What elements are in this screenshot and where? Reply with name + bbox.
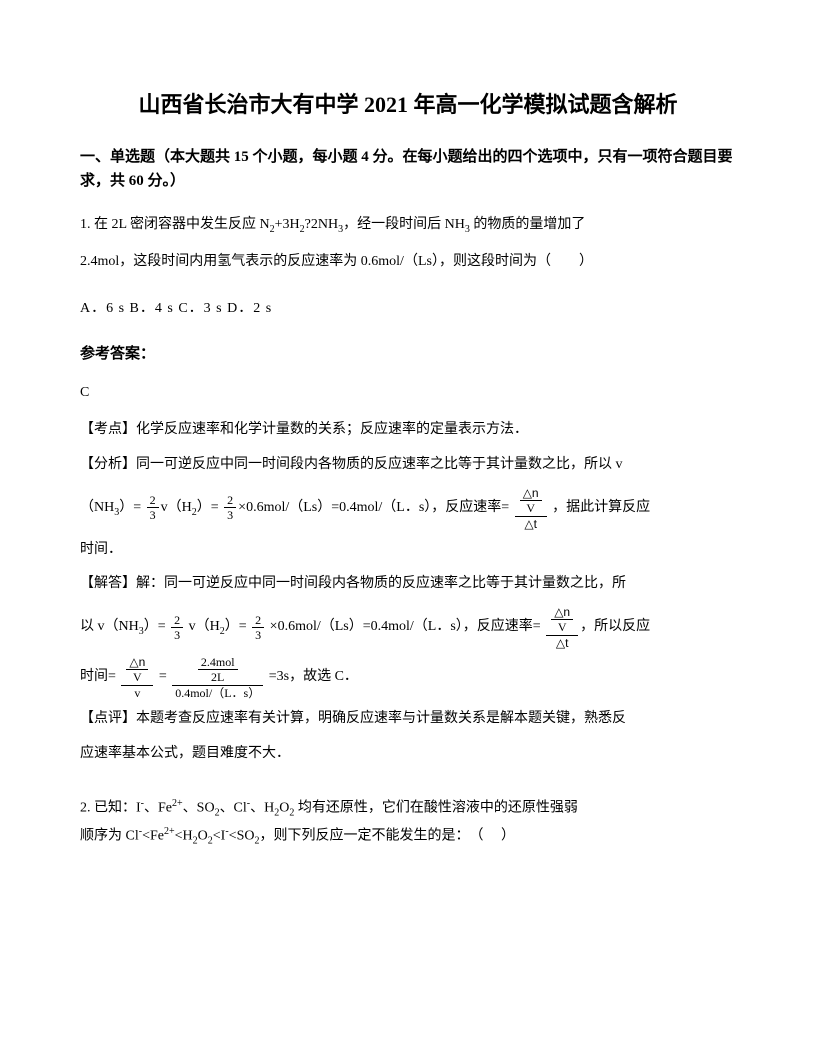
question-2: 2. 已知：I-、Fe2+、SO2、Cl-、H2O2 均有还原性，它们在酸性溶液… xyxy=(80,794,736,851)
explanation: 【考点】化学反应速率和化学计量数的关系；反应速率的定量表示方法． 【分析】同一可… xyxy=(80,415,736,770)
formula-line-1: （NH3）= 23v（H2）= 23×0.6mol/（Ls）=0.4mol/（L… xyxy=(80,485,736,531)
document-title: 山西省长治市大有中学 2021 年高一化学模拟试题含解析 xyxy=(80,90,736,121)
dianping-1: 【点评】本题考查反应速率有关计算，明确反应速率与计量数关系是解本题关键，熟悉反 xyxy=(80,704,736,735)
jieda: 【解答】解：同一可逆反应中同一时间段内各物质的反应速率之比等于其计量数之比，所 xyxy=(80,569,736,600)
question-1-line2: 2.4mol，这段时间内用氢气表示的反应速率为 0.6mol/（Ls），则这段时… xyxy=(80,248,736,276)
formula-1-end: 时间． xyxy=(80,535,736,566)
formula-line-3: 时间= △nVv = 2.4mol2L0.4mol/（L．s） =3s，故选 C… xyxy=(80,654,736,700)
answer-letter: C xyxy=(80,380,736,405)
fenxi: 【分析】同一可逆反应中同一时间段内各物质的反应速率之比等于其计量数之比，所以 v xyxy=(80,450,736,481)
answer-label: 参考答案： xyxy=(80,341,736,368)
dianping-2: 应速率基本公式，题目难度不大． xyxy=(80,739,736,770)
question-2-line2: 顺序为 Cl-<Fe2+<H2O2<I-<SO2，则下列反应一定不能发生的是： … xyxy=(80,822,736,850)
question-1: 1. 在 2L 密闭容器中发生反应 N2+3H2?2NH3，经一段时间后 NH3… xyxy=(80,211,736,240)
formula-line-2: 以 v（NH3）= 23 v（H2）= 23 ×0.6mol/（Ls）=0.4m… xyxy=(80,604,736,650)
question-1-options: A．6 s B．4 s C．3 s D．2 s xyxy=(80,296,736,321)
section-header: 一、单选题（本大题共 15 个小题，每小题 4 分。在每小题给出的四个选项中，只… xyxy=(80,145,736,193)
kaodian: 【考点】化学反应速率和化学计量数的关系；反应速率的定量表示方法． xyxy=(80,415,736,446)
question-2-line1: 2. 已知：I-、Fe2+、SO2、Cl-、H2O2 均有还原性，它们在酸性溶液… xyxy=(80,794,736,822)
